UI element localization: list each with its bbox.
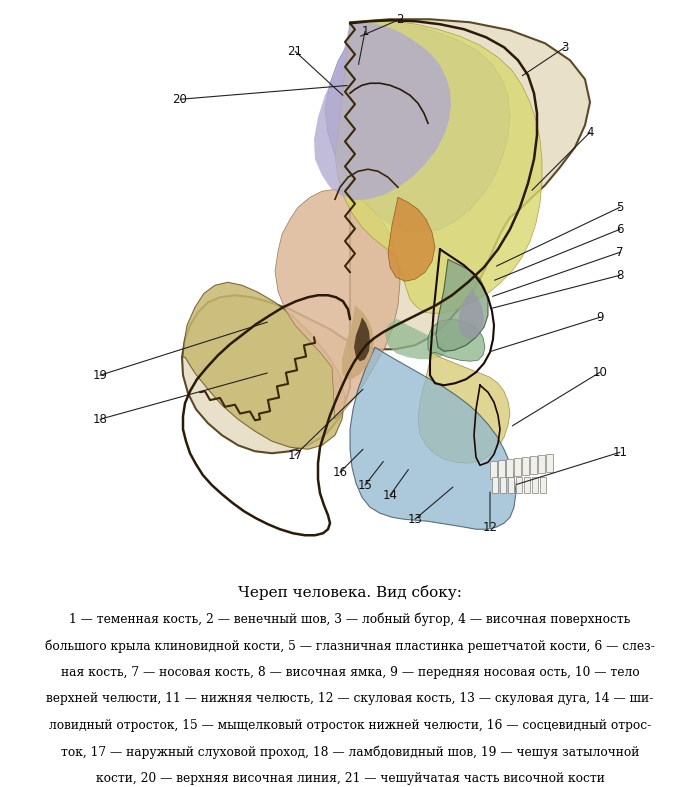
Polygon shape	[350, 347, 516, 529]
Polygon shape	[183, 283, 345, 449]
Bar	[508, 477, 514, 493]
Polygon shape	[385, 320, 448, 359]
Text: 18: 18	[92, 412, 107, 426]
Bar	[524, 477, 530, 493]
Text: 15: 15	[358, 478, 372, 492]
Text: 1 — теменная кость, 2 — венечный шов, 3 — лобный бугор, 4 — височная поверхность: 1 — теменная кость, 2 — венечный шов, 3 …	[69, 613, 631, 626]
Bar	[522, 457, 529, 475]
Bar	[500, 477, 506, 493]
Polygon shape	[428, 320, 485, 361]
Polygon shape	[418, 353, 510, 464]
Bar	[532, 477, 538, 493]
Text: 7: 7	[616, 246, 624, 259]
Bar	[514, 458, 521, 476]
Bar	[492, 477, 498, 493]
Text: 9: 9	[596, 311, 603, 323]
Bar	[506, 460, 513, 477]
Text: ток, 17 — наружный слуховой проход, 18 — ламбдовидный шов, 19 — чешуя затылочной: ток, 17 — наружный слуховой проход, 18 —…	[61, 745, 639, 759]
Text: кости, 20 — верхняя височная линия, 21 — чешуйчатая часть височной кости: кости, 20 — верхняя височная линия, 21 —…	[96, 772, 604, 785]
Text: ная кость, 7 — носовая кость, 8 — височная ямка, 9 — передняя носовая ость, 10 —: ная кость, 7 — носовая кость, 8 — височн…	[61, 666, 639, 679]
Text: 2: 2	[396, 13, 404, 26]
Polygon shape	[275, 189, 400, 419]
Text: 4: 4	[587, 126, 594, 139]
Text: 6: 6	[616, 223, 624, 236]
Text: ловидный отросток, 15 — мыщелковый отросток нижней челюсти, 16 — сосцевидный отр: ловидный отросток, 15 — мыщелковый отрос…	[49, 719, 651, 732]
Text: 12: 12	[482, 521, 498, 534]
Text: 21: 21	[288, 45, 302, 57]
Bar	[530, 456, 537, 475]
Bar	[498, 460, 505, 478]
Text: 19: 19	[92, 369, 108, 382]
Polygon shape	[314, 22, 451, 200]
Text: 10: 10	[593, 366, 608, 379]
Polygon shape	[182, 19, 590, 453]
Text: 11: 11	[612, 445, 627, 459]
Polygon shape	[335, 20, 542, 313]
Polygon shape	[325, 21, 510, 232]
Polygon shape	[388, 198, 435, 281]
Text: 3: 3	[561, 41, 568, 54]
Polygon shape	[342, 305, 374, 379]
Bar	[546, 454, 553, 472]
Bar	[540, 477, 546, 493]
Polygon shape	[354, 317, 370, 361]
Text: 5: 5	[616, 201, 624, 214]
Text: 1: 1	[361, 24, 369, 38]
Text: Череп человека. Вид сбоку:: Череп человека. Вид сбоку:	[238, 586, 462, 600]
Text: 20: 20	[173, 93, 188, 105]
Text: 14: 14	[382, 489, 398, 502]
Text: большого крыла клиновидной кости, 5 — глазничная пластинка решетчатой кости, 6 —: большого крыла клиновидной кости, 5 — гл…	[45, 639, 655, 653]
Text: 17: 17	[288, 449, 302, 462]
Polygon shape	[436, 259, 488, 351]
Text: 16: 16	[332, 466, 347, 478]
Text: верхней челюсти, 11 — нижняя челюсть, 12 — скуловая кость, 13 — скуловая дуга, 1: верхней челюсти, 11 — нижняя челюсть, 12…	[46, 693, 654, 705]
Bar	[490, 461, 497, 479]
Polygon shape	[458, 290, 484, 339]
Text: 13: 13	[407, 513, 422, 526]
Text: 8: 8	[616, 268, 624, 282]
Bar	[538, 455, 545, 473]
Bar	[516, 477, 522, 493]
